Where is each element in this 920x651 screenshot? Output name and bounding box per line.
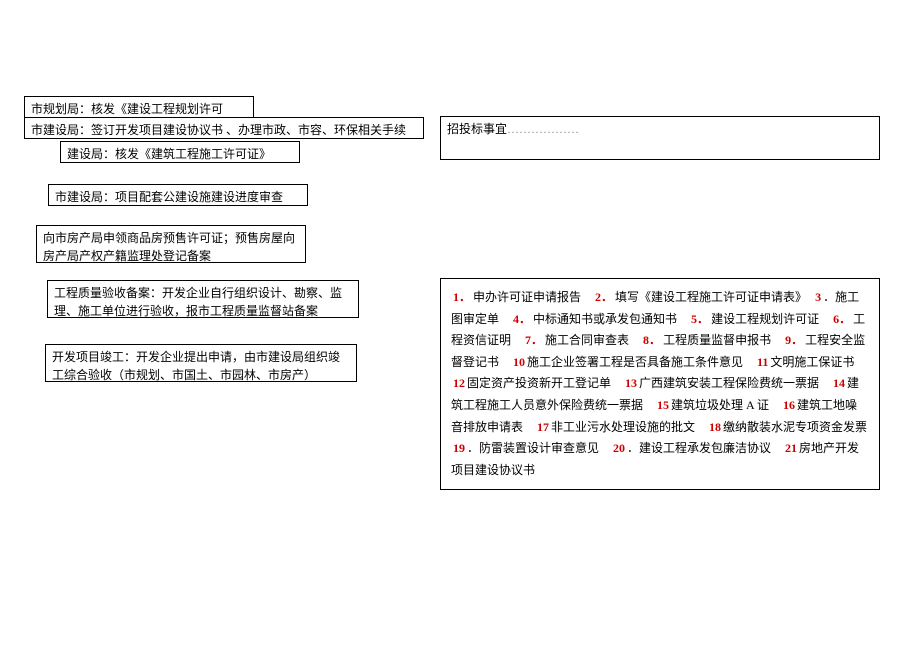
- doc-number: 2．: [593, 290, 615, 304]
- process-step-box: 市规划局：核发《建设工程规划许可: [24, 96, 254, 118]
- doc-number: 9．: [783, 333, 805, 347]
- tender-label: 招投标事宜: [447, 122, 507, 136]
- doc-number: 20: [611, 441, 627, 455]
- doc-text: 缴纳散装水泥专项资金发票: [723, 420, 879, 434]
- doc-number: 18: [707, 420, 723, 434]
- doc-text: 施工企业签署工程是否具备施工条件意见: [527, 355, 755, 369]
- required-docs-box: 1．申办许可证申请报告 2．填写《建设工程施工许可证申请表》 3．施工图审定单 …: [440, 278, 880, 490]
- doc-number: 12: [451, 376, 467, 390]
- doc-number: 3: [813, 290, 823, 304]
- doc-text: 固定资产投资新开工登记单: [467, 376, 623, 390]
- tender-box: 招投标事宜………………: [440, 116, 880, 160]
- doc-text: ．建设工程承发包廉洁协议: [627, 441, 783, 455]
- doc-text: ．防雷装置设计审查意见: [467, 441, 611, 455]
- process-step-box: 建设局：核发《建筑工程施工许可证》: [60, 141, 300, 163]
- process-step-box: 市建设局：项目配套公建设施建设进度审查: [48, 184, 308, 206]
- doc-text: 非工业污水处理设施的批文: [551, 420, 707, 434]
- doc-text: 申办许可证申请报告: [473, 290, 593, 304]
- doc-text: 建筑垃圾处理 A 证: [671, 398, 781, 412]
- doc-number: 17: [535, 420, 551, 434]
- doc-text: 建设工程规划许可证: [711, 312, 831, 326]
- process-step-box: 工程质量验收备案：开发企业自行组织设计、勘察、监理、施工单位进行验收，报市工程质…: [47, 280, 359, 318]
- tender-dots: ………………: [507, 122, 579, 136]
- doc-number: 7．: [523, 333, 545, 347]
- doc-number: 14: [831, 376, 847, 390]
- doc-number: 21: [783, 441, 799, 455]
- doc-number: 11: [755, 355, 770, 369]
- doc-number: 8．: [641, 333, 663, 347]
- doc-number: 10: [511, 355, 527, 369]
- doc-number: 19: [451, 441, 467, 455]
- process-step-box: 开发项目竣工：开发企业提出申请，由市建设局组织竣工综合验收（市规划、市国土、市园…: [45, 344, 357, 382]
- doc-number: 6．: [831, 312, 853, 326]
- doc-text: 中标通知书或承发包通知书: [533, 312, 689, 326]
- doc-text: 广西建筑安装工程保险费统一票据: [639, 376, 831, 390]
- doc-text: 文明施工保证书: [770, 355, 866, 369]
- doc-number: 16: [781, 398, 797, 412]
- doc-text: 施工合同审查表: [545, 333, 641, 347]
- doc-number: 5．: [689, 312, 711, 326]
- doc-text: 工程质量监督申报书: [663, 333, 783, 347]
- doc-number: 4．: [511, 312, 533, 326]
- doc-text: 填写《建设工程施工许可证申请表》: [615, 290, 813, 304]
- doc-number: 1．: [451, 290, 473, 304]
- doc-number: 13: [623, 376, 639, 390]
- process-step-box: 向市房产局申领商品房预售许可证；预售房屋向房产局产权产籍监理处登记备案: [36, 225, 306, 263]
- process-step-box: 市建设局：签订开发项目建设协议书 、办理市政、市容、环保相关手续: [24, 117, 424, 139]
- doc-number: 15: [655, 398, 671, 412]
